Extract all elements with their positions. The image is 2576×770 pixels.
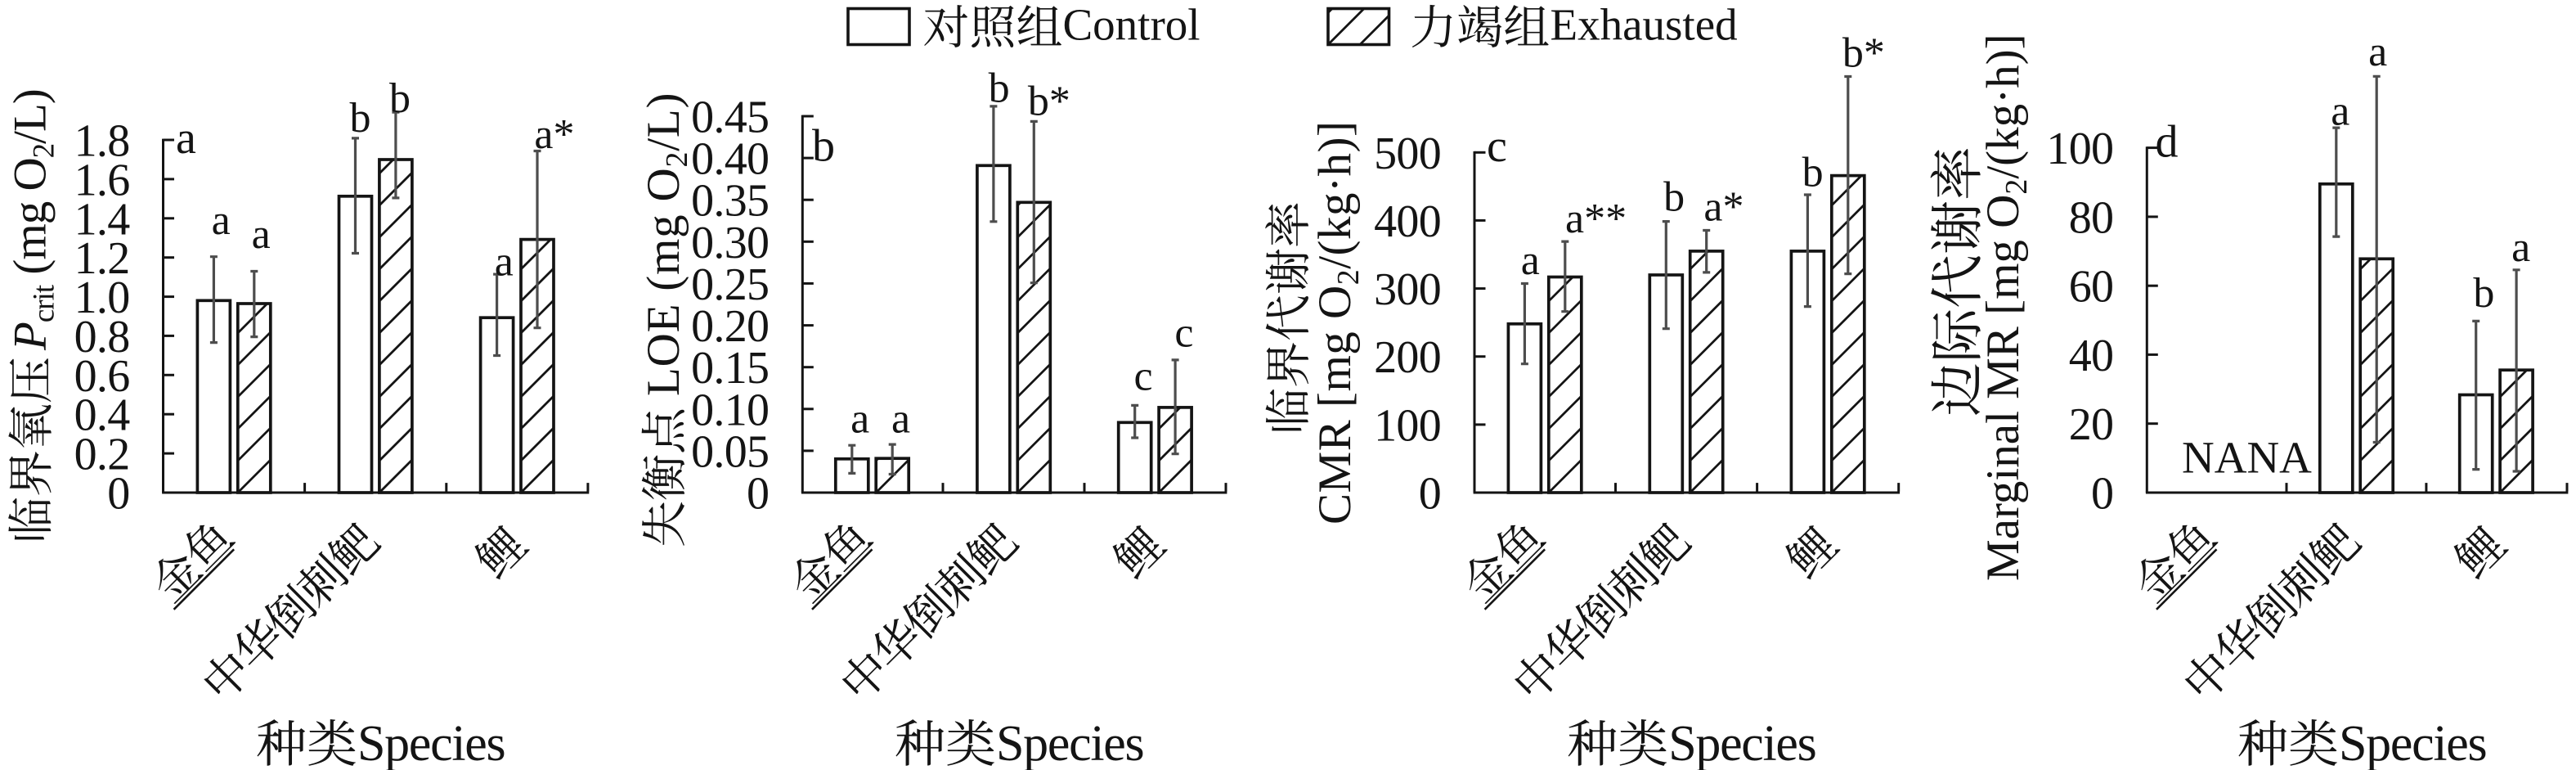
svg-text:c: c xyxy=(1174,310,1193,357)
svg-text:a*: a* xyxy=(1703,183,1744,230)
svg-text:0.6: 0.6 xyxy=(74,351,130,402)
svg-text:Species: Species xyxy=(996,716,1143,770)
svg-text:1.2: 1.2 xyxy=(74,233,130,284)
svg-text:a*: a* xyxy=(534,111,574,158)
svg-text:400: 400 xyxy=(1374,196,1441,247)
svg-text:0.35: 0.35 xyxy=(691,176,769,227)
svg-text:a: a xyxy=(495,239,514,286)
svg-text:a: a xyxy=(252,211,271,258)
svg-text:c: c xyxy=(1487,121,1507,172)
svg-text:b: b xyxy=(1663,174,1685,221)
svg-text:Marginal MR [mg O2/(kg·h)]: Marginal MR [mg O2/(kg·h)] xyxy=(1977,34,2034,581)
svg-text:0.10: 0.10 xyxy=(691,385,769,435)
svg-text:a: a xyxy=(2368,29,2387,75)
svg-text:b*: b* xyxy=(1028,78,1070,124)
svg-text:20: 20 xyxy=(2069,399,2114,450)
svg-text:b: b xyxy=(989,65,1010,111)
svg-text:a: a xyxy=(2511,224,2530,271)
svg-text:0.20: 0.20 xyxy=(691,301,769,352)
svg-text:60: 60 xyxy=(2069,262,2114,313)
svg-text:a: a xyxy=(2331,88,2349,134)
svg-text:b: b xyxy=(2473,270,2494,317)
svg-text:100: 100 xyxy=(2046,124,2113,174)
svg-text:0.05: 0.05 xyxy=(691,426,769,477)
svg-text:b: b xyxy=(389,75,411,122)
svg-text:0.40: 0.40 xyxy=(691,134,769,185)
svg-text:0.30: 0.30 xyxy=(691,218,769,268)
svg-text:0: 0 xyxy=(2091,469,2113,520)
svg-text:0.2: 0.2 xyxy=(74,430,130,480)
svg-text:Species: Species xyxy=(2339,716,2486,770)
svg-text:a**: a** xyxy=(1565,196,1627,242)
svg-text:500: 500 xyxy=(1374,128,1441,179)
svg-text:b: b xyxy=(350,95,371,142)
svg-text:1.0: 1.0 xyxy=(74,272,130,323)
svg-text:a: a xyxy=(212,197,231,244)
svg-text:300: 300 xyxy=(1374,264,1441,315)
svg-text:a: a xyxy=(850,396,869,443)
svg-text:LOE (mg O2/L): LOE (mg O2/L) xyxy=(638,92,694,396)
svg-text:1.8: 1.8 xyxy=(74,116,130,167)
svg-text:Species: Species xyxy=(357,716,505,770)
svg-text:80: 80 xyxy=(2069,192,2114,243)
svg-text:Species: Species xyxy=(1668,716,1815,770)
svg-text:0.15: 0.15 xyxy=(691,343,769,394)
svg-text:a: a xyxy=(176,113,196,164)
svg-text:Pcrit (mg O2/L): Pcrit (mg O2/L) xyxy=(5,89,61,351)
svg-text:c: c xyxy=(1134,353,1153,400)
svg-text:100: 100 xyxy=(1374,400,1441,451)
svg-text:NANA: NANA xyxy=(2182,433,2312,483)
svg-text:b: b xyxy=(1802,149,1824,196)
svg-text:1.4: 1.4 xyxy=(74,194,131,245)
svg-text:a: a xyxy=(1521,237,1540,284)
svg-text:0: 0 xyxy=(1419,469,1441,520)
svg-text:b: b xyxy=(812,121,835,172)
svg-text:a: a xyxy=(891,396,910,443)
svg-text:40: 40 xyxy=(2069,331,2114,381)
svg-text:Exhausted: Exhausted xyxy=(1551,0,1738,50)
svg-text:0.8: 0.8 xyxy=(74,312,130,362)
svg-text:d: d xyxy=(2156,117,2179,168)
svg-text:0.4: 0.4 xyxy=(74,390,131,441)
svg-text:0.25: 0.25 xyxy=(691,259,769,310)
svg-text:0.45: 0.45 xyxy=(691,92,769,143)
svg-text:b*: b* xyxy=(1842,30,1885,77)
svg-text:1.6: 1.6 xyxy=(74,155,130,205)
svg-text:CMR [mg O2/(kg·h)]: CMR [mg O2/(kg·h)] xyxy=(1309,121,1366,525)
svg-text:0: 0 xyxy=(747,469,769,520)
svg-text:0: 0 xyxy=(107,469,129,520)
svg-text:Control: Control xyxy=(1063,0,1200,50)
svg-text:200: 200 xyxy=(1374,332,1441,383)
